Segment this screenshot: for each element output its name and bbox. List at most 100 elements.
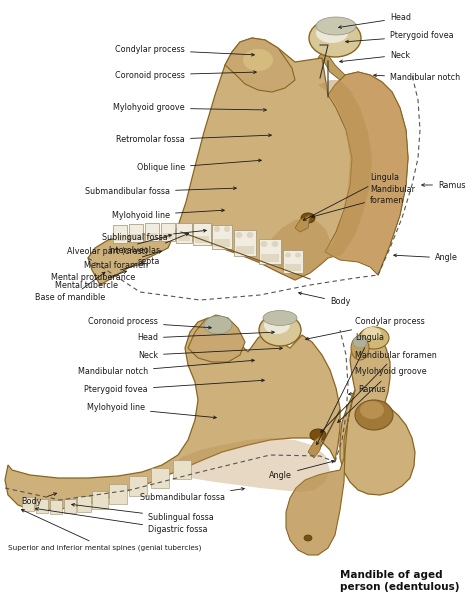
Text: Angle: Angle: [269, 460, 335, 480]
Polygon shape: [172, 438, 330, 492]
Bar: [113, 225, 127, 243]
Bar: [92, 491, 108, 509]
Bar: [129, 476, 147, 496]
Ellipse shape: [263, 310, 297, 325]
Bar: [161, 223, 175, 241]
Text: Submandibular fossa: Submandibular fossa: [140, 488, 244, 503]
Text: Sublingual fossa: Sublingual fossa: [72, 503, 214, 522]
Bar: [129, 224, 143, 242]
Bar: [147, 233, 157, 239]
Ellipse shape: [295, 253, 301, 258]
Text: Superior and inferior mental spines (genial tubercles): Superior and inferior mental spines (gen…: [8, 510, 201, 551]
Ellipse shape: [363, 327, 381, 339]
Bar: [236, 246, 254, 254]
Ellipse shape: [214, 226, 220, 232]
Polygon shape: [295, 215, 310, 232]
Ellipse shape: [259, 314, 301, 346]
Text: Lingula: Lingula: [303, 174, 399, 220]
Ellipse shape: [310, 429, 326, 441]
Bar: [193, 223, 211, 245]
Ellipse shape: [304, 535, 312, 541]
Ellipse shape: [360, 401, 384, 419]
Text: Mandibular foramen: Mandibular foramen: [320, 350, 437, 432]
Bar: [259, 239, 281, 264]
Bar: [163, 233, 173, 239]
Bar: [131, 234, 141, 240]
Text: Mandibular
foramen: Mandibular foramen: [311, 185, 415, 217]
Text: Mental protuberance: Mental protuberance: [51, 262, 145, 283]
Polygon shape: [88, 38, 408, 285]
Text: Base of mandible: Base of mandible: [35, 272, 105, 302]
Text: Condylar process: Condylar process: [115, 46, 254, 56]
Ellipse shape: [301, 213, 315, 223]
Bar: [195, 236, 209, 243]
Bar: [36, 499, 48, 513]
Ellipse shape: [261, 241, 267, 247]
Text: Interalveolar
septa: Interalveolar septa: [109, 233, 189, 266]
Text: Neck: Neck: [340, 50, 410, 63]
Ellipse shape: [359, 327, 389, 349]
Ellipse shape: [236, 232, 243, 238]
Text: Mental tubercle: Mental tubercle: [55, 271, 127, 289]
Bar: [212, 225, 232, 249]
Ellipse shape: [264, 316, 290, 334]
Bar: [64, 499, 76, 513]
Text: Head: Head: [338, 14, 411, 28]
Text: Retromolar fossa: Retromolar fossa: [116, 134, 271, 144]
Polygon shape: [286, 390, 355, 555]
Ellipse shape: [204, 316, 232, 334]
Ellipse shape: [224, 226, 230, 232]
Polygon shape: [318, 48, 345, 80]
Text: Head: Head: [137, 331, 274, 343]
Text: Mental foramen: Mental foramen: [84, 250, 162, 270]
Text: Ramus: Ramus: [422, 180, 465, 189]
Text: Mandibular notch: Mandibular notch: [374, 74, 460, 83]
Ellipse shape: [351, 336, 369, 360]
Text: Mylohyoid line: Mylohyoid line: [87, 404, 216, 419]
Text: Oblique line: Oblique line: [137, 159, 261, 173]
Text: Lingula: Lingula: [317, 334, 384, 444]
Bar: [214, 239, 230, 247]
Text: Mylohyoid groove: Mylohyoid groove: [113, 104, 266, 113]
Ellipse shape: [243, 49, 273, 71]
Bar: [145, 223, 159, 241]
Polygon shape: [340, 330, 415, 495]
Bar: [109, 484, 127, 504]
Text: Coronoid process: Coronoid process: [88, 317, 211, 329]
Text: Sublingual fossa: Sublingual fossa: [102, 229, 206, 243]
Text: Coronoid process: Coronoid process: [115, 71, 256, 80]
Bar: [234, 230, 256, 256]
Polygon shape: [308, 435, 322, 458]
Polygon shape: [5, 318, 340, 510]
Polygon shape: [268, 80, 372, 280]
Bar: [22, 497, 34, 511]
Ellipse shape: [316, 23, 348, 43]
Text: Pterygoid fovea: Pterygoid fovea: [84, 379, 264, 395]
Text: Mandibular notch: Mandibular notch: [78, 359, 255, 377]
Bar: [151, 468, 169, 488]
Text: Mylohyoid groove: Mylohyoid groove: [337, 368, 427, 422]
Text: Digastric fossa: Digastric fossa: [36, 507, 208, 534]
Text: Body: Body: [22, 493, 56, 507]
Ellipse shape: [246, 232, 254, 238]
Ellipse shape: [285, 253, 291, 258]
Bar: [173, 460, 191, 479]
Text: Mandible of aged
person (edentulous): Mandible of aged person (edentulous): [340, 570, 459, 592]
Text: Submandibular fossa: Submandibular fossa: [85, 187, 237, 196]
Bar: [285, 264, 301, 271]
Bar: [178, 235, 190, 241]
Text: Pterygoid fovea: Pterygoid fovea: [346, 32, 454, 43]
Bar: [50, 500, 62, 514]
Ellipse shape: [353, 336, 367, 348]
Bar: [77, 496, 91, 512]
Text: Mylohyoid line: Mylohyoid line: [112, 209, 224, 219]
Text: Condylar process: Condylar process: [306, 317, 425, 340]
Ellipse shape: [272, 241, 279, 247]
Polygon shape: [188, 315, 245, 362]
Ellipse shape: [309, 19, 361, 57]
Bar: [283, 250, 303, 273]
Text: Neck: Neck: [138, 347, 283, 359]
Bar: [261, 254, 279, 262]
Text: Alveolar part (crest): Alveolar part (crest): [67, 234, 172, 256]
Ellipse shape: [355, 400, 393, 430]
